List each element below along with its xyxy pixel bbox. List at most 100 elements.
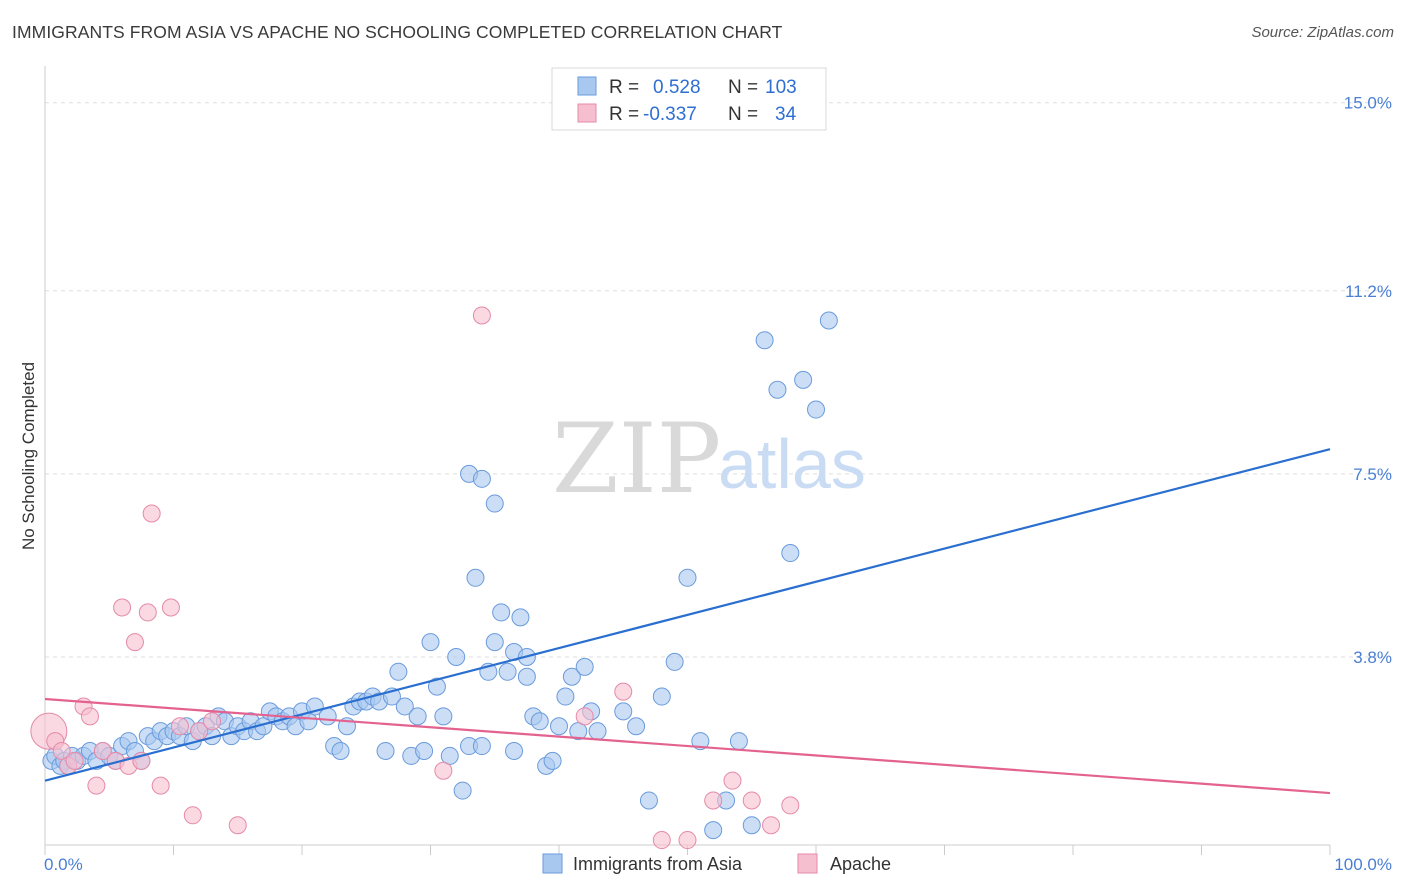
apache-point-22 (228, 816, 247, 835)
asia-point-99 (768, 380, 787, 399)
apache-point-30 (723, 771, 742, 790)
apache-point-25 (575, 707, 594, 726)
y-tick-label-1: 7.5% (1353, 465, 1392, 484)
legend-swatch-asia (577, 76, 597, 96)
asia-point-59 (415, 741, 434, 760)
series-legend-swatch-asia (542, 853, 563, 874)
legend-n-label-apache: N = (728, 104, 758, 125)
y-tick-label-2: 11.2% (1345, 282, 1392, 301)
asia-point-94 (704, 821, 723, 840)
asia-point-56 (395, 697, 414, 716)
asia-point-68 (472, 737, 491, 756)
asia-point-72 (498, 662, 517, 681)
apache-point-28 (678, 831, 697, 850)
asia-point-58 (408, 707, 427, 726)
asia-point-103 (819, 311, 838, 330)
apache-point-16 (151, 776, 170, 795)
legend-r-label-asia: R = (609, 77, 639, 98)
apache-point-32 (762, 816, 781, 835)
x-tick-label-1: 100.0% (1334, 855, 1392, 874)
apache-point-4 (65, 751, 84, 770)
legend-n-label-asia: N = (728, 77, 758, 98)
chart-title: IMMIGRANTS FROM ASIA VS APACHE NO SCHOOL… (12, 22, 783, 42)
asia-trend-line (44, 448, 1331, 782)
asia-point-106 (485, 494, 504, 513)
grid-lines (45, 102, 1390, 658)
asia-point-75 (517, 667, 536, 686)
series-legend-label-asia: Immigrants from Asia (573, 854, 743, 874)
asia-point-98 (755, 331, 774, 350)
apache-point-12 (125, 633, 144, 652)
y-tick-label-0: 3.8% (1353, 648, 1392, 667)
asia-point-62 (434, 707, 453, 726)
apache-point-31 (742, 791, 761, 810)
asia-point-53 (376, 741, 395, 760)
apache-point-33 (781, 796, 800, 815)
y-axis-label: No Schooling Completed (19, 362, 38, 550)
asia-point-71 (492, 603, 511, 622)
asia-point-81 (556, 687, 575, 706)
asia-point-100 (781, 544, 800, 563)
asia-point-73 (505, 741, 524, 760)
asia-point-84 (575, 657, 594, 676)
asia-point-105 (472, 469, 491, 488)
apache-point-14 (138, 603, 157, 622)
y-tick-labels: 3.8% 7.5% 11.2% 15.0% (1344, 94, 1392, 667)
asia-point-83 (569, 722, 588, 741)
asia-point-64 (447, 647, 466, 666)
legend-r-value-asia: 0.528 (653, 77, 701, 98)
asia-point-92 (678, 568, 697, 587)
apache-point-17 (161, 598, 180, 617)
watermark-atlas: atlas (718, 425, 866, 503)
asia-point-61 (427, 677, 446, 696)
asia-point-79 (543, 751, 562, 770)
apache-point-10 (113, 598, 132, 617)
legend-r-label-apache: R = (609, 104, 639, 125)
correlation-legend: R = 0.528 N = 103 R = -0.337 N = 34 (551, 67, 827, 131)
asia-point-86 (588, 722, 607, 741)
asia-point-65 (453, 781, 472, 800)
series-legend-swatch-apache (797, 853, 818, 874)
apache-point-18 (170, 717, 189, 736)
apache-trend-line (44, 697, 1331, 795)
apache-point-8 (93, 741, 112, 760)
asia-point-74 (511, 608, 530, 627)
apache-point-29 (704, 791, 723, 810)
asia-point-90 (652, 687, 671, 706)
asia-point-88 (627, 717, 646, 736)
trend-lines (44, 448, 1331, 795)
asia-point-102 (807, 400, 825, 419)
x-tick-labels: 0.0% 100.0% (44, 855, 1392, 874)
asia-point-60 (421, 633, 440, 652)
watermark-zip: ZIP (552, 403, 721, 515)
asia-point-93 (691, 732, 710, 751)
asia-point-63 (440, 746, 459, 765)
legend-swatch-apache (577, 103, 597, 123)
apache-point-21 (203, 712, 222, 731)
apache-point-6 (80, 707, 99, 726)
asia-point-46 (331, 741, 350, 760)
asia-point-101 (794, 370, 813, 389)
asia-point-97 (742, 816, 761, 835)
apache-point-26 (614, 682, 633, 701)
x-tick-label-0: 0.0% (44, 855, 83, 874)
apache-point-23 (434, 761, 453, 780)
asia-point-67 (466, 568, 485, 587)
legend-n-value-asia: 103 (765, 77, 797, 98)
series-legend-label-apache: Apache (830, 854, 891, 874)
source-label: Source: ZipAtlas.com (1251, 24, 1394, 41)
apache-point-19 (183, 806, 202, 825)
data-points (30, 306, 838, 850)
asia-point-91 (665, 652, 684, 671)
apache-point-20 (190, 722, 209, 741)
asia-point-96 (729, 732, 748, 751)
series-legend: Immigrants from Asia Apache (542, 853, 891, 874)
apache-point-24 (472, 306, 491, 325)
apache-point-27 (652, 831, 671, 850)
asia-point-87 (614, 702, 633, 721)
legend-r-value-apache: -0.337 (643, 104, 697, 125)
asia-point-77 (530, 712, 549, 731)
apache-point-15 (142, 504, 161, 523)
asia-point-55 (389, 662, 408, 681)
